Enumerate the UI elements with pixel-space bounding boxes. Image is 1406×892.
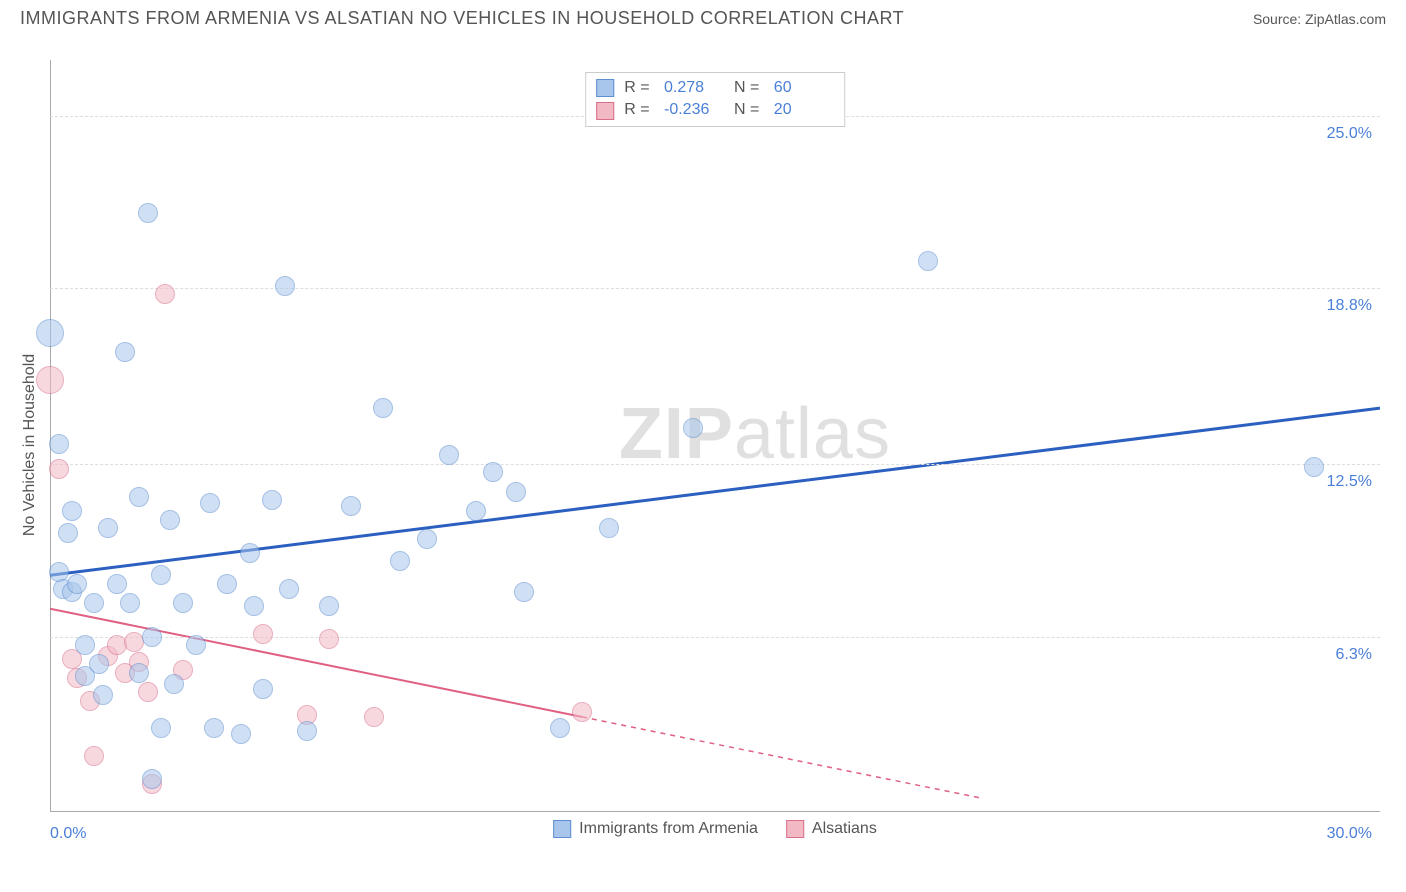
data-point [262,490,282,510]
data-point [390,551,410,571]
data-point [93,685,113,705]
data-point [244,596,264,616]
data-point [120,593,140,613]
data-point [107,635,127,655]
data-point [107,574,127,594]
data-point [151,718,171,738]
gridline [50,464,1380,465]
gridline [50,637,1380,638]
data-point [506,482,526,502]
data-point [341,496,361,516]
data-point [160,510,180,530]
data-point [186,635,206,655]
data-point [49,459,69,479]
source-link[interactable]: ZipAtlas.com [1305,11,1386,27]
gridline [50,288,1380,289]
r-value-1: 0.278 [664,77,724,99]
data-point [483,462,503,482]
data-point [1304,457,1324,477]
data-point [75,635,95,655]
y-axis-line [50,60,51,812]
data-point [319,596,339,616]
data-point [319,629,339,649]
data-point [200,493,220,513]
data-point [572,702,592,722]
data-point [240,543,260,563]
data-point [84,593,104,613]
r-value-2: -0.236 [664,99,724,121]
data-point [58,523,78,543]
data-point [550,718,570,738]
x-tick-label: 30.0% [1327,825,1372,843]
data-point [599,518,619,538]
data-point [142,769,162,789]
data-point [151,565,171,585]
data-point [129,487,149,507]
data-point [231,724,251,744]
data-point [36,366,64,394]
x-axis-line [50,811,1380,812]
y-tick-label: 6.3% [1336,646,1372,664]
data-point [373,398,393,418]
n-label: N = [734,99,764,121]
legend-label-1: Immigrants from Armenia [579,820,758,838]
data-point [84,746,104,766]
data-point [439,445,459,465]
swatch-blue [596,79,614,97]
legend-item-2: Alsatians [786,820,877,838]
n-value-2: 20 [774,99,834,121]
bottom-legend: Immigrants from Armenia Alsatians [553,820,877,838]
data-point [217,574,237,594]
data-point [142,627,162,647]
legend-swatch-pink [786,820,804,838]
y-tick-label: 25.0% [1327,125,1372,143]
data-point [466,501,486,521]
data-point [89,654,109,674]
source-prefix: Source: [1253,11,1305,27]
data-point [129,663,149,683]
chart-area: No Vehicles in Household ZIPatlas R = 0.… [50,50,1380,840]
data-point [173,593,193,613]
y-tick-label: 12.5% [1327,473,1372,491]
chart-title: IMMIGRANTS FROM ARMENIA VS ALSATIAN NO V… [20,8,904,29]
legend-label-2: Alsatians [812,820,877,838]
trend-lines [50,60,1380,840]
data-point [138,682,158,702]
data-point [98,518,118,538]
data-point [417,529,437,549]
data-point [204,718,224,738]
data-point [514,582,534,602]
data-point [62,501,82,521]
scatter-plot: ZIPatlas R = 0.278 N = 60 R = -0.236 N =… [50,60,1380,840]
n-value-1: 60 [774,77,834,99]
r-label: R = [624,99,654,121]
correlation-legend: R = 0.278 N = 60 R = -0.236 N = 20 [585,72,845,127]
data-point [164,674,184,694]
y-tick-label: 18.8% [1327,297,1372,315]
data-point [253,679,273,699]
legend-item-1: Immigrants from Armenia [553,820,758,838]
data-point [279,579,299,599]
swatch-pink [596,102,614,120]
data-point [36,319,64,347]
data-point [275,276,295,296]
data-point [138,203,158,223]
n-label: N = [734,77,764,99]
r-label: R = [624,77,654,99]
data-point [364,707,384,727]
data-point [155,284,175,304]
chart-header: IMMIGRANTS FROM ARMENIA VS ALSATIAN NO V… [0,0,1406,33]
data-point [49,434,69,454]
data-point [297,721,317,741]
data-point [683,418,703,438]
data-point [67,574,87,594]
corr-row-2: R = -0.236 N = 20 [596,99,834,121]
chart-source: Source: ZipAtlas.com [1253,11,1386,27]
data-point [918,251,938,271]
x-tick-label: 0.0% [50,825,86,843]
legend-swatch-blue [553,820,571,838]
data-point [115,342,135,362]
corr-row-1: R = 0.278 N = 60 [596,77,834,99]
data-point [253,624,273,644]
